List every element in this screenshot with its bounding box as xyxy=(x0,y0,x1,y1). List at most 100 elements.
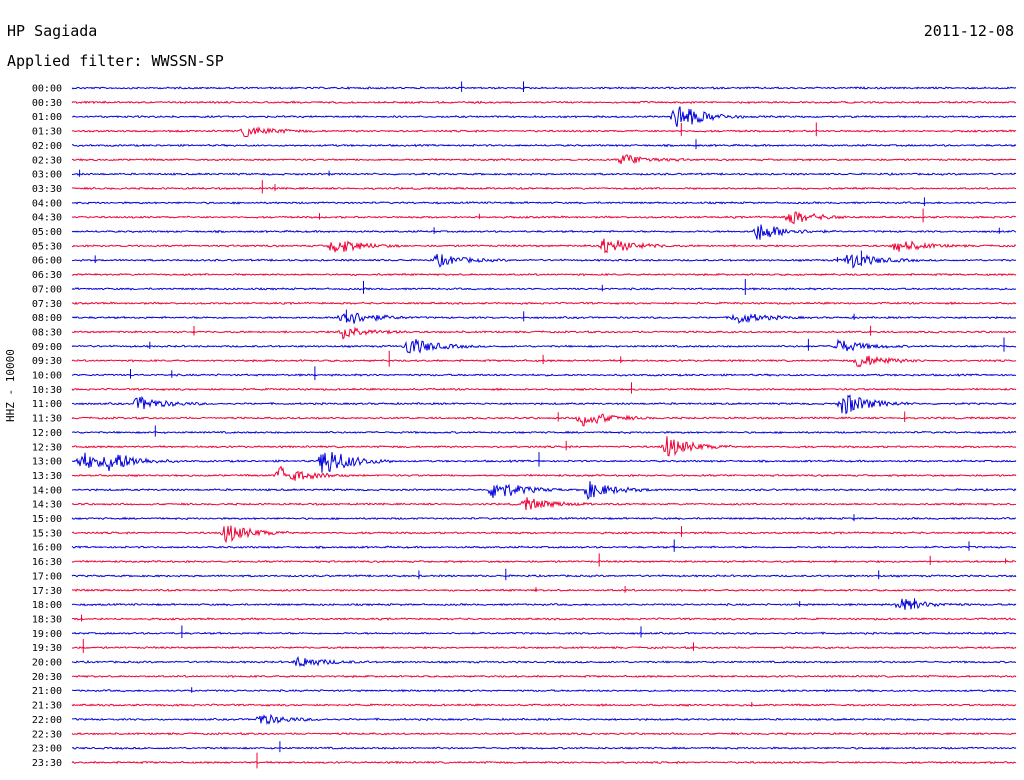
row-tick-label: 11:30 xyxy=(32,414,62,425)
row-tick-label: 21:30 xyxy=(32,701,62,712)
row-tick-label: 16:00 xyxy=(32,543,62,554)
row-tick-label: 21:00 xyxy=(32,686,62,697)
row-tick-label: 09:30 xyxy=(32,356,62,367)
trace-0630 xyxy=(71,272,1017,277)
row-tick-label: 11:00 xyxy=(32,399,62,410)
trace-0730 xyxy=(71,301,1017,306)
trace-0100 xyxy=(71,106,1017,127)
row-tick-label: 20:00 xyxy=(32,658,62,669)
row-tick-label: 06:00 xyxy=(32,256,62,267)
trace-1000 xyxy=(71,373,1017,377)
trace-1300 xyxy=(71,452,1017,473)
row-tick-label: 16:30 xyxy=(32,557,62,568)
row-tick-label: 17:30 xyxy=(32,586,62,597)
trace-2130 xyxy=(71,703,1017,707)
row-tick-label: 10:00 xyxy=(32,371,62,382)
row-tick-label: 23:30 xyxy=(32,758,62,769)
trace-0600 xyxy=(71,253,1017,269)
row-tick-label: 03:00 xyxy=(32,170,62,181)
row-tick-label: 13:00 xyxy=(32,457,62,468)
trace-1030 xyxy=(71,387,1017,392)
trace-0030 xyxy=(71,100,1017,105)
row-tick-label: 12:00 xyxy=(32,428,62,439)
trace-1430 xyxy=(71,497,1017,511)
row-tick-label: 01:30 xyxy=(32,127,62,138)
trace-0330 xyxy=(71,186,1017,191)
trace-1200 xyxy=(71,430,1017,435)
row-tick-label: 07:30 xyxy=(32,299,62,310)
row-tick-label: 13:30 xyxy=(32,471,62,482)
trace-1900 xyxy=(71,631,1017,636)
trace-2000 xyxy=(71,655,1017,668)
trace-2030 xyxy=(71,674,1017,679)
trace-0830 xyxy=(71,326,1017,340)
row-tick-label: 20:30 xyxy=(32,672,62,683)
trace-1330 xyxy=(71,465,1017,481)
trace-2330 xyxy=(71,760,1017,765)
trace-0130 xyxy=(71,126,1017,138)
row-tick-label: 22:30 xyxy=(32,729,62,740)
trace-1830 xyxy=(71,617,1017,621)
trace-0900 xyxy=(71,338,1017,354)
trace-1730 xyxy=(71,588,1017,593)
row-tick-label: 06:30 xyxy=(32,270,62,281)
row-tick-label: 15:00 xyxy=(32,514,62,525)
row-tick-label: 08:00 xyxy=(32,313,62,324)
row-tick-label: 10:30 xyxy=(32,385,62,396)
row-tick-label: 23:00 xyxy=(32,744,62,755)
trace-0930 xyxy=(71,355,1017,368)
trace-1600 xyxy=(71,545,1017,550)
trace-1100 xyxy=(72,394,1017,415)
row-tick-label: 03:30 xyxy=(32,184,62,195)
row-tick-label: 05:30 xyxy=(32,241,62,252)
row-tick-label: 18:30 xyxy=(32,614,62,625)
trace-1800 xyxy=(71,598,1017,610)
row-tick-label: 05:00 xyxy=(32,227,62,238)
row-tick-label: 15:30 xyxy=(32,528,62,539)
filter-label: Applied filter: WWSSN-SP xyxy=(7,52,224,70)
trace-1930 xyxy=(71,645,1017,650)
trace-0300 xyxy=(71,172,1017,176)
trace-2300 xyxy=(71,746,1017,750)
trace-0230 xyxy=(71,154,1017,165)
trace-2200 xyxy=(72,713,1017,725)
trace-2230 xyxy=(71,731,1017,736)
row-tick-label: 02:30 xyxy=(32,155,62,166)
trace-0530 xyxy=(71,238,1017,254)
station-name: HP Sagiada xyxy=(7,22,98,40)
row-tick-label: 02:00 xyxy=(32,141,62,152)
trace-2100 xyxy=(71,688,1017,693)
trace-1500 xyxy=(71,516,1017,521)
trace-0430 xyxy=(71,211,1017,225)
row-tick-label: 09:00 xyxy=(32,342,62,353)
row-tick-label: 12:30 xyxy=(32,442,62,453)
row-tick-label: 19:00 xyxy=(32,629,62,640)
trace-1400 xyxy=(71,481,1017,500)
row-tick-label: 00:00 xyxy=(32,84,62,95)
trace-0200 xyxy=(71,143,1017,148)
row-tick-label: 00:30 xyxy=(32,98,62,109)
row-tick-label: 04:30 xyxy=(32,213,62,224)
row-tick-label: 18:00 xyxy=(32,600,62,611)
trace-0400 xyxy=(71,201,1017,205)
trace-1230 xyxy=(71,436,1017,457)
trace-0000 xyxy=(71,86,1017,90)
trace-1630 xyxy=(71,559,1017,564)
row-tick-label: 04:00 xyxy=(32,198,62,209)
row-tick-label: 22:00 xyxy=(32,715,62,726)
trace-0500 xyxy=(71,224,1017,240)
trace-1700 xyxy=(71,573,1017,578)
row-tick-label: 14:00 xyxy=(32,485,62,496)
record-date: 2011-12-08 xyxy=(923,22,1014,40)
row-tick-label: 14:30 xyxy=(32,500,62,511)
trace-0800 xyxy=(71,312,1017,325)
row-tick-label: 08:30 xyxy=(32,327,62,338)
row-tick-label: 17:00 xyxy=(32,571,62,582)
trace-1530 xyxy=(71,525,1017,544)
row-tick-label: 07:00 xyxy=(32,284,62,295)
trace-1130 xyxy=(71,413,1017,427)
trace-0700 xyxy=(71,287,1017,291)
row-tick-label: 19:30 xyxy=(32,643,62,654)
